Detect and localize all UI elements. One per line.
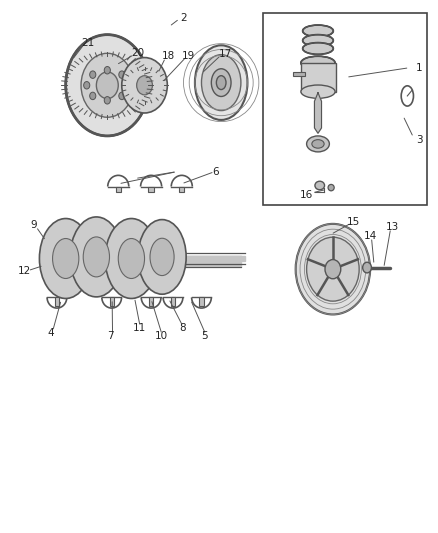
Circle shape (122, 58, 167, 113)
Text: 15: 15 (346, 217, 360, 227)
Text: 1: 1 (416, 63, 423, 72)
Text: 19: 19 (182, 51, 195, 61)
Circle shape (66, 35, 149, 136)
Bar (110, 297, 114, 306)
Circle shape (363, 262, 371, 273)
Ellipse shape (116, 248, 134, 274)
Ellipse shape (39, 219, 92, 298)
Ellipse shape (118, 239, 145, 279)
Ellipse shape (83, 248, 101, 274)
Ellipse shape (307, 136, 329, 152)
Ellipse shape (46, 240, 76, 282)
Circle shape (137, 76, 152, 95)
Circle shape (119, 92, 125, 100)
Circle shape (90, 71, 96, 78)
Text: 16: 16 (300, 190, 313, 199)
Ellipse shape (150, 238, 174, 276)
Ellipse shape (53, 248, 70, 274)
Text: 9: 9 (30, 221, 37, 230)
Text: 21: 21 (81, 38, 94, 47)
Text: 17: 17 (219, 49, 232, 59)
Ellipse shape (67, 236, 86, 265)
Bar (148, 187, 154, 192)
Circle shape (104, 67, 110, 74)
Bar (116, 187, 121, 192)
Ellipse shape (312, 140, 324, 148)
Ellipse shape (216, 76, 226, 90)
Ellipse shape (201, 55, 241, 111)
Bar (199, 297, 204, 306)
Circle shape (104, 96, 110, 104)
Ellipse shape (70, 217, 123, 297)
Text: 7: 7 (107, 331, 114, 341)
Text: 20: 20 (131, 49, 145, 58)
Text: 5: 5 (201, 331, 208, 341)
Polygon shape (314, 93, 321, 133)
Ellipse shape (99, 257, 119, 287)
Bar (293, 72, 305, 76)
Ellipse shape (315, 181, 325, 190)
Bar (179, 187, 184, 192)
Text: 14: 14 (364, 231, 377, 241)
Polygon shape (184, 256, 245, 261)
Text: 4: 4 (47, 328, 54, 338)
Circle shape (307, 237, 359, 301)
Ellipse shape (77, 240, 107, 282)
Bar (301, 63, 336, 92)
Text: 8: 8 (179, 323, 186, 333)
Circle shape (84, 82, 90, 89)
Circle shape (96, 72, 118, 99)
Circle shape (325, 260, 341, 279)
Circle shape (125, 82, 131, 89)
Ellipse shape (110, 240, 140, 282)
Circle shape (81, 53, 134, 117)
Ellipse shape (303, 25, 333, 37)
Ellipse shape (83, 237, 110, 277)
Circle shape (296, 224, 370, 314)
Ellipse shape (328, 184, 334, 191)
Ellipse shape (195, 45, 247, 120)
Ellipse shape (301, 85, 335, 99)
Text: 6: 6 (212, 167, 219, 176)
Text: 18: 18 (162, 51, 175, 61)
Ellipse shape (303, 35, 333, 46)
Circle shape (119, 71, 125, 78)
Text: 11: 11 (133, 323, 146, 333)
Bar (149, 297, 153, 306)
Ellipse shape (301, 56, 335, 70)
Ellipse shape (211, 69, 231, 96)
Text: 13: 13 (385, 222, 399, 232)
Text: 3: 3 (416, 135, 423, 144)
Text: 10: 10 (155, 331, 168, 341)
Ellipse shape (53, 239, 79, 279)
Ellipse shape (105, 219, 158, 298)
Ellipse shape (138, 220, 186, 294)
Ellipse shape (303, 43, 333, 54)
Text: 2: 2 (180, 13, 187, 23)
Bar (55, 297, 59, 306)
Circle shape (90, 92, 96, 100)
Bar (263, 13, 427, 205)
Bar (171, 297, 175, 306)
Text: 12: 12 (18, 266, 31, 276)
